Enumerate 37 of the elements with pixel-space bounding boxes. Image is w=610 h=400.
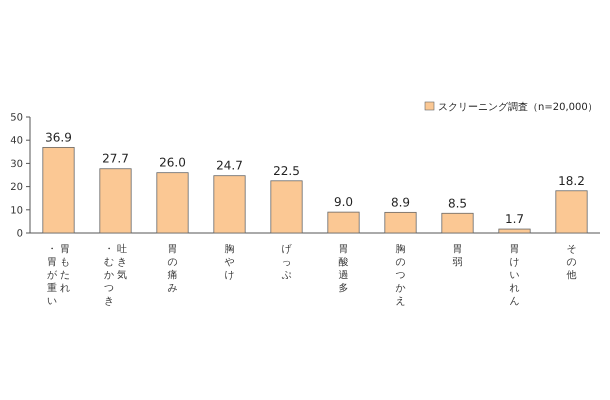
- data-label: 27.7: [102, 152, 129, 166]
- category-label: 吐き気・むかつき: [104, 244, 127, 307]
- x-tick-label: その他: [566, 243, 578, 282]
- y-tick-label: 0: [16, 228, 23, 240]
- x-tick-label: 胃の痛み: [166, 243, 178, 295]
- legend: スクリーニング調査（n=20,000）: [424, 102, 598, 113]
- x-tick-label: 胸のつかえ: [394, 243, 406, 308]
- bar: [213, 175, 246, 234]
- bar: [270, 180, 303, 234]
- data-label: 22.5: [273, 164, 300, 178]
- y-tick-label: 40: [10, 136, 23, 147]
- y-tick-label: 30: [10, 158, 23, 170]
- category-label: 胃もたれ・胃が重い: [47, 244, 70, 307]
- data-label: 8.5: [448, 196, 468, 210]
- data-label: 36.9: [45, 130, 72, 144]
- y-tick-label: 20: [10, 182, 23, 194]
- bar: [441, 212, 474, 234]
- x-tick-label: 胃酸過多: [338, 243, 350, 295]
- x-tick-label: 胃弱: [452, 243, 464, 269]
- x-tick-label: 胸やけ: [224, 243, 236, 282]
- data-label: 18.2: [558, 174, 585, 188]
- x-tick-label: 胃けいれん: [508, 243, 520, 308]
- bar: [327, 212, 360, 234]
- data-label: 1.7: [504, 212, 524, 226]
- bar: [156, 172, 189, 234]
- bar: [42, 146, 75, 234]
- data-label: 26.0: [159, 156, 186, 170]
- y-tick-label: 10: [10, 205, 23, 216]
- x-tick-label: げっぷ: [280, 243, 292, 282]
- bar: [384, 212, 417, 234]
- data-label: 24.7: [216, 158, 243, 173]
- y-tick-label: 50: [10, 112, 23, 124]
- data-label: 9.0: [334, 195, 354, 210]
- bar: [555, 190, 588, 234]
- bar: [99, 168, 132, 234]
- bar: [498, 228, 531, 234]
- data-label: 8.9: [390, 195, 410, 210]
